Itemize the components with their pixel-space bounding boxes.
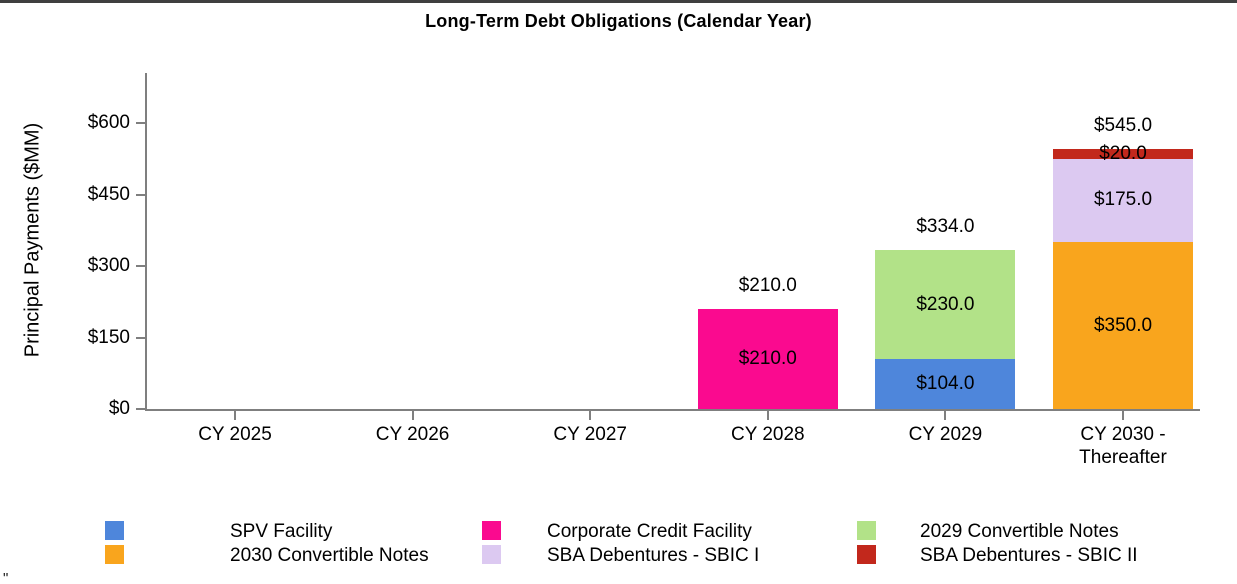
x-axis-category-label: CY 2029 [908,424,983,445]
bar-segment: $230.0 [875,249,1016,360]
legend-label: Corporate Credit Facility [547,521,752,542]
bar-segment: $210.0 [697,308,838,409]
bar-segment: $20.0 [1053,143,1193,164]
y-tick-mark [136,408,145,410]
x-axis-category-label: CY 2030 - Thereafter [1079,424,1167,468]
y-tick-label: $600 [87,112,130,133]
bar-segment: $104.0 [875,359,1016,409]
x-axis-category-label: CY 2027 [553,424,627,445]
x-axis-line [145,409,1200,411]
bar-segment: $175.0 [1053,158,1193,243]
chart-title: Long-Term Debt Obligations (Calendar Yea… [425,11,812,31]
legend-label: 2029 Convertible Notes [920,521,1119,542]
y-tick-label: $300 [87,255,130,276]
footnote-mark: " [3,570,9,584]
legend-swatch [857,545,876,564]
bar-segment: $350.0 [1053,242,1193,409]
x-tick-mark [589,411,592,420]
legend-swatch [482,545,501,564]
y-tick-mark [136,122,145,124]
bar-segment-label: $175.0 [1093,189,1153,211]
bar-total-label: $334.0 [916,215,975,237]
top-rule [0,0,1237,3]
legend-label: SPV Facility [230,521,333,542]
x-axis-category-label: CY 2026 [375,424,450,445]
y-axis-label: Principal Payments ($MM) [21,122,44,358]
bar-segment-label: $104.0 [916,373,975,395]
y-tick-label: $0 [108,398,130,419]
y-tick-mark [136,265,145,267]
bar-total-label: $545.0 [1093,115,1153,137]
bar-segment-label: $210.0 [738,347,797,369]
y-tick-mark [136,193,145,196]
x-tick-mark [234,411,236,420]
legend-swatch [482,521,501,540]
x-axis-category-label: CY 2025 [198,424,272,445]
y-tick-label: $150 [87,326,130,348]
x-tick-mark [766,411,769,420]
legend-label: SBA Debentures - SBIC II [920,545,1138,566]
bar-segment-label: $230.0 [916,293,975,315]
y-tick-mark [136,336,145,339]
y-axis-line [145,73,147,411]
bar-total-label: $210.0 [738,274,797,296]
bar-segment-label: $350.0 [1093,314,1153,336]
legend-label: 2030 Convertible Notes [230,545,429,566]
x-tick-mark [944,411,947,420]
legend-swatch [857,521,876,540]
legend-swatch [105,521,124,540]
legend-swatch [105,545,124,564]
legend-label: SBA Debentures - SBIC I [547,545,760,566]
x-axis-category-label: CY 2028 [730,424,805,445]
bar-segment-label: $20.0 [1099,142,1147,164]
x-tick-mark [1122,411,1124,420]
x-tick-mark [411,411,414,420]
y-tick-label: $450 [87,183,130,205]
